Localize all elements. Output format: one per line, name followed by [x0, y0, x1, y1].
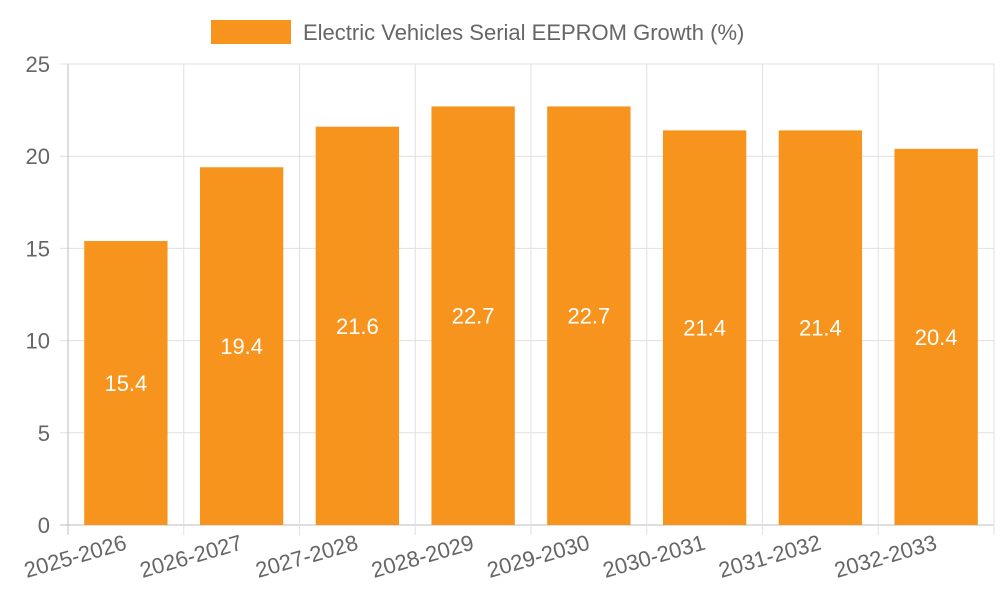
bar[interactable]	[662, 130, 747, 525]
x-tick-label: 2026-2027	[137, 530, 245, 583]
bar[interactable]	[778, 130, 863, 525]
bar-value-label: 15.4	[104, 371, 147, 396]
bar[interactable]	[84, 241, 168, 526]
y-tick-label: 0	[38, 513, 50, 538]
x-tick-label: 2028-2029	[368, 530, 476, 583]
y-tick-label: 15	[26, 236, 50, 261]
x-tick-label: 2030-2031	[600, 530, 708, 583]
bar[interactable]	[199, 167, 284, 525]
bar-value-label: 19.4	[220, 334, 263, 359]
bar[interactable]	[315, 126, 400, 526]
x-tick-label: 2032-2033	[831, 530, 939, 583]
x-tick-label: 2027-2028	[253, 530, 361, 583]
y-tick-label: 25	[26, 52, 50, 77]
bar-value-label: 21.4	[683, 316, 726, 341]
legend[interactable]: Electric Vehicles Serial EEPROM Growth (…	[211, 20, 744, 45]
bar-value-label: 21.4	[799, 316, 842, 341]
data-labels: 15.4 19.4 21.6 22.7 22.7 21.4 21.4 20.4	[104, 304, 957, 396]
bar-value-label: 21.6	[336, 314, 379, 339]
bar[interactable]	[547, 106, 631, 526]
legend-label[interactable]: Electric Vehicles Serial EEPROM Growth (…	[303, 20, 744, 45]
x-tick-label: 2031-2032	[716, 530, 824, 583]
bar[interactable]	[894, 148, 978, 525]
bar-value-label: 22.7	[567, 304, 610, 329]
y-tick-label: 20	[26, 144, 50, 169]
bar-value-label: 22.7	[452, 304, 495, 329]
bar-value-label: 20.4	[915, 325, 958, 350]
bars	[84, 106, 978, 526]
y-tick-label: 5	[38, 421, 50, 446]
legend-swatch[interactable]	[211, 20, 291, 44]
x-tick-label: 2029-2030	[484, 530, 592, 583]
bar[interactable]	[431, 106, 515, 526]
y-tick-label: 10	[26, 329, 50, 354]
